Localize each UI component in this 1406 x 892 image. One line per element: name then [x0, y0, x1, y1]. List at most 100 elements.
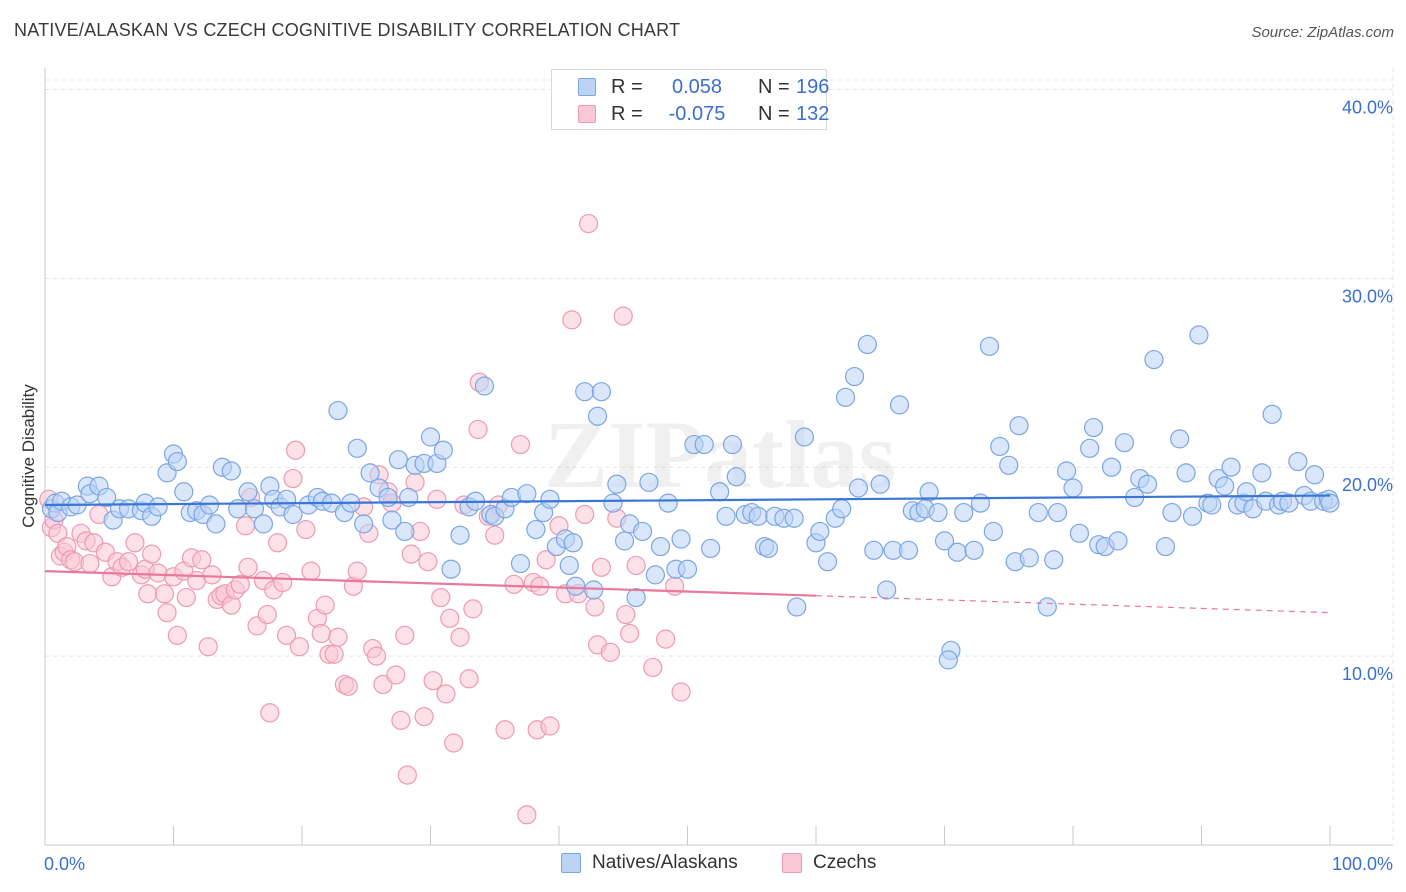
czech-point	[296, 519, 316, 540]
native-point	[919, 482, 939, 502]
tick-labels: 10.0% 20.0% 30.0% 40.0% 0.0% 100.0%	[44, 97, 1393, 874]
native-point	[587, 406, 608, 426]
czech-point	[591, 557, 612, 577]
czech-point	[620, 623, 640, 644]
czech-point	[600, 642, 621, 662]
czech-point	[273, 572, 293, 593]
native-point	[810, 521, 830, 542]
legend-n-label: N =	[758, 103, 790, 125]
native-point	[701, 538, 721, 559]
czech-point	[257, 604, 277, 625]
native-point	[607, 474, 627, 494]
native-point	[835, 387, 856, 407]
native-point	[206, 514, 226, 534]
native-point	[758, 538, 779, 559]
legend-r-label: R =	[611, 76, 643, 98]
native-point	[1288, 451, 1308, 472]
czech-point	[536, 550, 556, 570]
y-axis-label: Cognitive Disability	[19, 384, 38, 528]
native-point	[167, 451, 187, 472]
czech-point	[450, 627, 470, 647]
czech-point	[401, 544, 421, 564]
native-point	[990, 436, 1010, 457]
native-point	[954, 502, 974, 523]
czech-point	[238, 557, 258, 577]
native-point	[1236, 482, 1257, 502]
native-point	[1028, 502, 1048, 523]
native-point	[420, 427, 441, 447]
native-point	[1304, 465, 1325, 485]
y-tick-label: 30.0%	[1342, 286, 1393, 306]
native-point	[1155, 536, 1176, 557]
czech-point	[289, 637, 310, 657]
native-point	[441, 559, 461, 579]
native-point	[934, 531, 955, 551]
native-point	[584, 580, 604, 600]
native-point	[898, 540, 919, 560]
native-point	[1162, 502, 1182, 523]
czech-point	[656, 629, 676, 649]
czech-point	[301, 561, 321, 581]
legend-n-value: 132	[796, 103, 830, 125]
bottom-legend-swatch-blue	[561, 853, 581, 873]
native-point	[347, 438, 367, 458]
native-point	[526, 519, 546, 540]
legend-n-value: 196	[796, 76, 830, 98]
native-point	[848, 478, 869, 498]
native-point	[983, 521, 1003, 542]
native-point	[1108, 531, 1128, 551]
source-credit: Source: ZipAtlas.com	[1251, 24, 1394, 41]
czech-point	[418, 552, 438, 572]
native-point	[378, 487, 398, 508]
czech-point	[311, 623, 331, 644]
native-point	[671, 529, 691, 549]
czech-point	[431, 587, 451, 608]
czech-point	[198, 637, 218, 657]
native-point	[639, 472, 659, 492]
czech-point	[391, 710, 411, 730]
native-point	[575, 382, 595, 402]
czechs-trend-line	[44, 570, 817, 597]
czech-point	[338, 676, 358, 696]
y-tick-label: 10.0%	[1342, 664, 1393, 684]
bottom-legend-swatch-pink	[782, 853, 802, 873]
bottom-legend-label: Czechs	[813, 852, 877, 873]
native-point	[603, 493, 623, 513]
czechs-trend-extension	[815, 595, 1331, 614]
native-point	[645, 565, 665, 585]
czech-point	[562, 310, 582, 330]
native-point	[817, 552, 838, 572]
czech-point	[613, 306, 633, 326]
native-point	[283, 504, 303, 525]
czech-point	[504, 574, 524, 594]
czech-point	[626, 555, 646, 576]
native-point	[964, 540, 984, 560]
czech-point	[154, 584, 175, 604]
czech-point	[397, 765, 417, 785]
native-point	[1056, 461, 1077, 481]
native-point	[716, 506, 736, 526]
native-point	[1137, 474, 1158, 494]
legend-r-value: -0.075	[668, 103, 726, 125]
czech-point	[459, 669, 479, 689]
native-point	[1279, 493, 1299, 513]
native-point	[632, 521, 653, 542]
czech-point	[671, 682, 691, 702]
czech-point	[463, 599, 483, 619]
native-point	[1114, 433, 1135, 453]
native-point	[388, 450, 408, 470]
native-point	[864, 540, 884, 560]
czech-point	[423, 671, 443, 691]
czech-point	[427, 489, 447, 509]
native-point	[1262, 404, 1282, 424]
native-point	[1047, 502, 1068, 523]
native-point	[433, 440, 453, 460]
native-point	[1202, 495, 1222, 515]
x-tick-label-end: 100.0%	[1332, 854, 1393, 874]
czech-point	[315, 595, 335, 615]
native-point	[399, 487, 419, 508]
czech-point	[414, 706, 434, 727]
legend-swatch-pink	[578, 105, 596, 123]
native-point	[148, 497, 168, 517]
native-point	[1083, 417, 1104, 438]
